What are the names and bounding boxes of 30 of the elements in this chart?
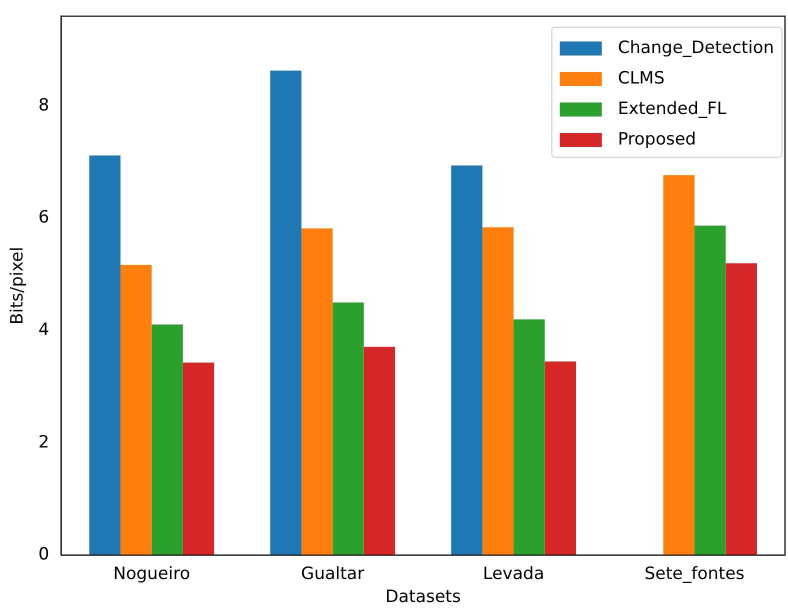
x-axis-title: Datasets [385,587,461,608]
x-tick-label: Nogueiro [113,564,190,584]
bar [694,226,726,556]
x-tick-label: Gualtar [301,564,364,584]
bar [152,324,183,556]
bar [544,361,576,556]
bar [182,362,214,556]
y-tick-label: 4 [38,320,50,340]
bar [451,166,482,556]
bar [726,263,757,556]
bar [120,264,152,556]
x-tick-label: Sete_fontes [644,564,745,584]
bar [663,175,695,556]
bar [301,228,333,556]
bar [332,302,364,556]
bar [270,70,302,556]
y-tick-label: 6 [38,208,50,228]
x-tick-label: Levada [482,564,544,584]
legend-label: Extended_FL [618,98,727,119]
legend-label: Proposed [618,129,696,150]
y-tick-label: 8 [38,95,50,116]
legend-label: Change_Detection [618,38,774,58]
y-tick-label: 0 [38,544,50,565]
y-axis-title: Bits/pixel [8,246,28,325]
bar [514,319,545,556]
legend-label: CLMS [618,68,665,88]
bar [89,155,120,556]
y-tick-label: 2 [38,432,50,452]
bar [482,227,514,556]
bar [364,346,396,556]
